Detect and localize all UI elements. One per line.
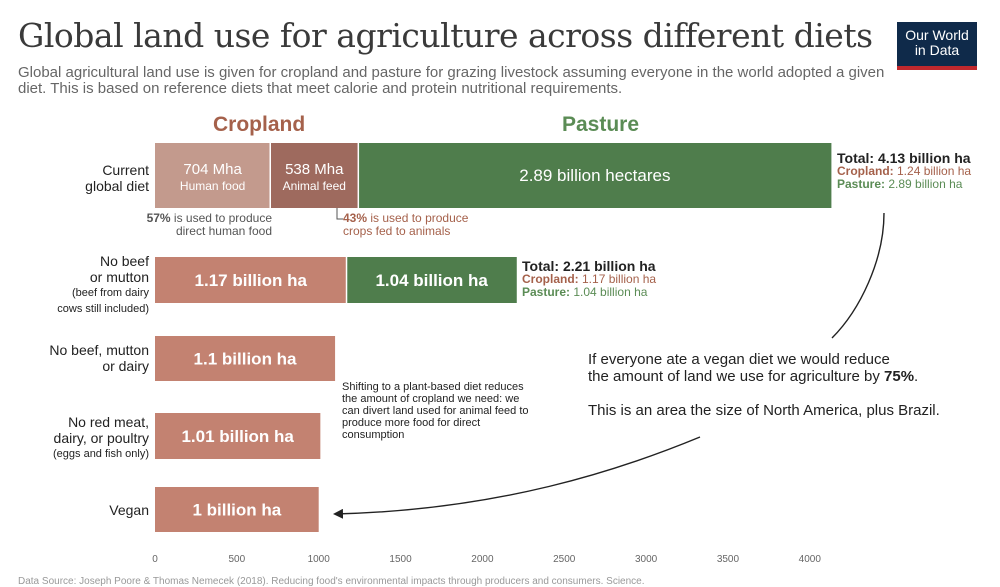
chart-title: Global land use for agriculture across d… xyxy=(18,16,873,55)
animal-feed-name-label: Animal feed xyxy=(283,179,346,193)
bar-3-human-food-bar xyxy=(155,336,336,381)
x-tick-label: 1500 xyxy=(389,554,412,565)
row-label-no-beef: No beef or mutton (beef from dairy cows … xyxy=(57,253,149,315)
x-tick-label: 2000 xyxy=(471,554,494,565)
row-label-no-red-meat: No red meat, dairy, or poultry (eggs and… xyxy=(53,414,149,460)
vegan-label: 1 billion ha xyxy=(192,501,281,520)
human-bracket-line xyxy=(336,208,343,220)
animal-feed-annotation: 43% is used to produce crops fed to anim… xyxy=(343,211,469,238)
total-box-current: Total: 4.13 billion ha Cropland: 1.24 bi… xyxy=(837,150,972,191)
logo-line-2: in Data xyxy=(914,42,960,58)
bar-1-human-food-bar xyxy=(155,143,271,208)
bar-1-animal-feed-bar xyxy=(270,143,359,208)
x-tick-label: 1000 xyxy=(308,554,331,565)
x-tick-label: 3500 xyxy=(717,554,740,565)
vegan-callout-line1: If everyone ate a vegan diet we would re… xyxy=(588,351,890,368)
row-label-current: Current global diet xyxy=(85,162,149,194)
logo-line-1: Our World xyxy=(905,27,969,43)
x-tick-label: 4000 xyxy=(799,554,822,565)
vegan-arrow-top xyxy=(831,212,885,339)
row-label-vegan: Vegan xyxy=(109,502,149,518)
chart-subtitle: Global agricultural land use is given fo… xyxy=(18,64,885,97)
bar-5-human-food-bar xyxy=(155,487,319,532)
no-red-meat-label: 1.01 billion ha xyxy=(181,427,294,446)
animal-feed-value-label: 538 Mha xyxy=(285,161,344,178)
x-tick-label: 2500 xyxy=(553,554,576,565)
data-source: Data Source: Joseph Poore & Thomas Nemec… xyxy=(18,576,645,587)
vegan-callout-line3: This is an area the size of North Americ… xyxy=(588,402,940,419)
row-label-no-beef-dairy: No beef, mutton or dairy xyxy=(49,342,149,374)
bar-4-human-food-bar xyxy=(155,413,321,459)
owid-logo[interactable]: Our World in Data xyxy=(897,22,977,70)
x-tick-label: 0 xyxy=(152,554,158,565)
human-food-name-label: Human food xyxy=(180,179,245,193)
bar-2-pasture-bar xyxy=(346,257,517,303)
x-tick-label: 3000 xyxy=(635,554,658,565)
vegan-arrow-bottom xyxy=(333,436,701,519)
no-beef-cropland-label: 1.17 billion ha xyxy=(195,271,308,290)
no-beef-pasture-label: 1.04 billion ha xyxy=(375,271,488,290)
plant-based-note: Shifting to a plant-based diet reduces t… xyxy=(342,381,529,441)
vegan-callout-line2: the amount of land we use for agricultur… xyxy=(588,368,919,385)
x-tick-label: 500 xyxy=(229,554,246,565)
human-food-annotation: 57% is used to produce direct human food xyxy=(146,211,272,238)
cropland-heading: Cropland xyxy=(213,113,306,136)
bar-1-pasture-bar xyxy=(358,143,832,208)
human-food-value-label: 704 Mha xyxy=(183,161,242,178)
total-box-no-beef: Total: 2.21 billion ha Cropland: 1.17 bi… xyxy=(522,258,657,299)
pasture-heading: Pasture xyxy=(562,113,640,136)
no-beef-dairy-label: 1.1 billion ha xyxy=(194,350,298,369)
current-pasture-label: 2.89 billion hectares xyxy=(519,166,670,185)
bar-2-human-food-bar xyxy=(155,257,347,303)
